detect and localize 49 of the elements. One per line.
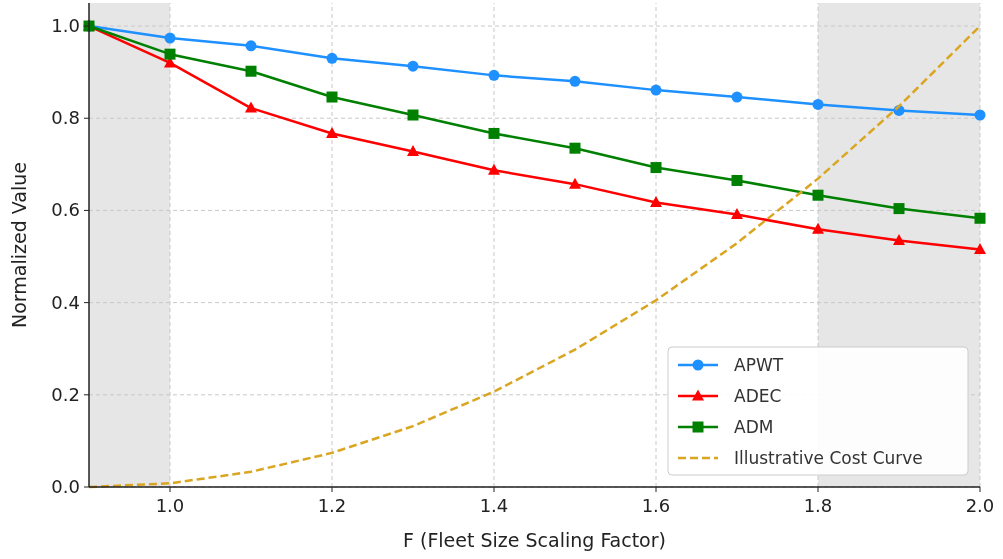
x-tick-label: 1.0 xyxy=(155,495,185,516)
point xyxy=(731,91,743,103)
point xyxy=(812,189,824,201)
point xyxy=(488,127,500,139)
point xyxy=(650,162,662,174)
point xyxy=(893,203,905,215)
point xyxy=(488,69,500,81)
point xyxy=(974,243,986,255)
x-tick-label: 1.8 xyxy=(803,495,833,516)
legend-label: APWT xyxy=(734,355,784,375)
x-tick-label: 1.6 xyxy=(641,495,671,516)
point xyxy=(326,91,338,103)
point xyxy=(812,98,824,110)
y-tick-label: 0.8 xyxy=(51,107,80,129)
point xyxy=(245,40,257,52)
point xyxy=(488,163,500,175)
point xyxy=(569,142,581,154)
point xyxy=(245,65,257,77)
point xyxy=(974,109,986,121)
y-axis-title: Normalized Value xyxy=(8,162,30,328)
legend-label: Illustrative Cost Curve xyxy=(734,448,923,468)
x-axis-title: F (Fleet Size Scaling Factor) xyxy=(403,529,666,551)
point xyxy=(650,84,662,96)
point xyxy=(893,233,905,245)
y-tick-label: 0.4 xyxy=(51,291,80,313)
y-tick-label: 1.0 xyxy=(51,15,80,37)
point xyxy=(326,126,338,138)
point xyxy=(164,48,176,60)
point xyxy=(407,144,419,156)
point xyxy=(731,174,743,186)
x-tick-label: 1.4 xyxy=(479,495,509,516)
point xyxy=(164,32,176,44)
x-tick-label: 1.2 xyxy=(317,495,347,516)
legend-label: ADM xyxy=(734,417,774,437)
point xyxy=(326,52,338,64)
point xyxy=(650,196,662,208)
point xyxy=(974,212,986,224)
point xyxy=(569,177,581,189)
point xyxy=(407,60,419,72)
point xyxy=(731,208,743,220)
y-tick-label: 0.6 xyxy=(51,199,80,221)
y-tick-label: 0.0 xyxy=(51,476,80,497)
point xyxy=(812,222,824,234)
x-tick-label: 2.0 xyxy=(965,495,995,516)
point xyxy=(407,109,419,121)
y-tick-label: 0.2 xyxy=(51,383,80,405)
point xyxy=(245,101,257,113)
point xyxy=(569,75,581,87)
legend-label: ADEC xyxy=(734,386,782,406)
